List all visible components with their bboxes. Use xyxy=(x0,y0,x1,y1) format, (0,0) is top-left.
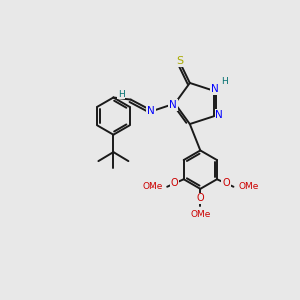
Text: O: O xyxy=(196,194,204,203)
Text: OMe: OMe xyxy=(238,182,259,191)
Text: N: N xyxy=(147,106,155,116)
Text: O: O xyxy=(171,178,178,188)
Text: O: O xyxy=(222,178,230,188)
Text: H: H xyxy=(118,90,124,99)
Text: N: N xyxy=(215,110,223,120)
Text: methoxy: methoxy xyxy=(151,186,158,188)
Text: N: N xyxy=(169,100,177,110)
Text: N: N xyxy=(211,84,219,94)
Text: OMe: OMe xyxy=(190,210,211,219)
Text: OMe: OMe xyxy=(142,182,162,191)
Text: S: S xyxy=(176,56,183,66)
Text: H: H xyxy=(221,77,228,86)
